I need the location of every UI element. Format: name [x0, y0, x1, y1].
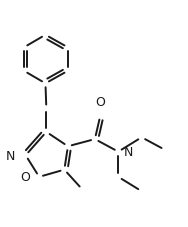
Text: N: N [5, 149, 15, 162]
Text: O: O [95, 95, 105, 108]
Text: N: N [124, 146, 133, 158]
Text: O: O [20, 170, 30, 184]
